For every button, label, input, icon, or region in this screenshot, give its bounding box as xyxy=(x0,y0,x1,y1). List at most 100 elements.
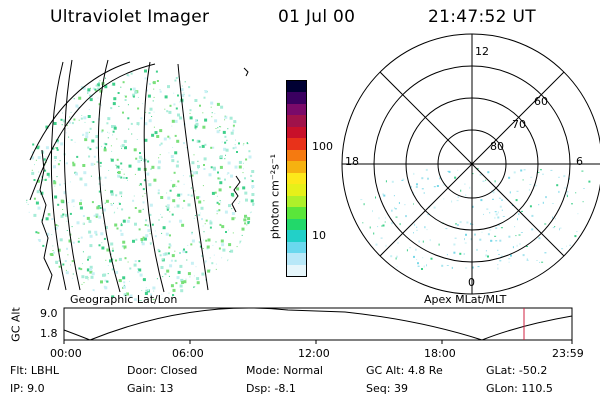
geo-speckle xyxy=(227,161,231,165)
geo-speckle xyxy=(115,194,118,197)
geo-parallel xyxy=(29,61,131,161)
polar-speckle xyxy=(464,238,465,241)
polar-speckle xyxy=(391,180,394,183)
geo-speckle xyxy=(224,115,226,117)
geo-speckle xyxy=(171,159,175,163)
geo-speckle xyxy=(142,201,145,204)
geo-speckle xyxy=(198,214,201,217)
geo-speckle xyxy=(76,221,80,225)
polar-speckle xyxy=(521,210,523,212)
geo-speckle xyxy=(168,137,171,140)
geo-speckle xyxy=(230,174,233,178)
geo-speckle xyxy=(183,248,185,251)
geo-speckle xyxy=(151,116,153,117)
geo-speckle xyxy=(111,295,115,299)
info-glon: GLon: 110.5 xyxy=(486,382,553,395)
polar-speckle xyxy=(498,197,501,199)
geo-speckle xyxy=(84,121,86,123)
geo-speckle xyxy=(119,280,122,282)
geo-speckle xyxy=(183,199,186,202)
geo-speckle xyxy=(95,215,98,218)
polar-speckle xyxy=(451,266,453,269)
geo-speckle xyxy=(65,271,69,275)
info-label: Door: xyxy=(127,364,157,377)
geo-speckle xyxy=(191,195,192,197)
geo-speckle xyxy=(217,127,219,129)
geo-speckle xyxy=(194,124,198,128)
geo-speckle xyxy=(170,284,174,288)
geo-speckle xyxy=(98,103,101,106)
polar-speckle xyxy=(509,191,511,194)
geo-speckle xyxy=(169,244,172,247)
info-value: -50.2 xyxy=(518,364,548,377)
polar-speckle xyxy=(516,190,519,192)
geo-speckle xyxy=(127,261,129,263)
geo-speckle xyxy=(112,82,116,86)
geo-speckle xyxy=(103,222,105,224)
polar-speckle xyxy=(363,203,365,206)
polar-speckle xyxy=(380,237,383,239)
geo-speckle xyxy=(247,221,251,225)
geo-speckle xyxy=(104,279,107,282)
geo-speckle xyxy=(233,127,235,129)
geo-speckle xyxy=(250,199,254,203)
geo-speckle xyxy=(71,226,73,228)
geo-speckle xyxy=(111,84,113,86)
polar-speckle xyxy=(487,255,489,258)
geo-speckle xyxy=(53,180,56,183)
geo-speckle xyxy=(82,133,85,136)
polar-speckle xyxy=(526,258,528,260)
geo-speckle xyxy=(52,250,54,251)
geo-speckle xyxy=(65,162,68,165)
geo-speckle xyxy=(175,185,177,187)
geo-speckle xyxy=(35,201,39,205)
colorbar-segment xyxy=(287,253,306,265)
geo-speckle xyxy=(79,177,83,181)
polar-speckle xyxy=(394,208,397,210)
geo-speckle xyxy=(176,276,180,280)
geo-speckle xyxy=(89,268,93,272)
polar-speckle xyxy=(427,214,430,216)
geo-speckle xyxy=(152,298,155,301)
geo-speckle xyxy=(173,92,175,94)
geo-speckle xyxy=(153,126,155,128)
geo-speckle xyxy=(224,135,227,138)
polar-speckle xyxy=(497,264,499,266)
geo-speckle xyxy=(147,180,149,182)
geo-speckle xyxy=(167,135,170,138)
geo-speckle xyxy=(147,229,151,233)
polar-speckle xyxy=(385,244,387,247)
geo-speckle xyxy=(157,189,160,192)
geo-speckle xyxy=(101,145,103,147)
geo-speckle xyxy=(181,85,183,87)
geo-speckle xyxy=(138,268,142,272)
polar-speckle xyxy=(577,213,579,215)
geo-speckle xyxy=(142,236,145,239)
polar-speckle xyxy=(413,255,415,258)
geo-speckle xyxy=(148,119,152,123)
geo-speckle xyxy=(80,236,83,239)
polar-speckle xyxy=(375,243,378,246)
polar-speckle xyxy=(404,204,406,206)
geo-speckle xyxy=(101,129,104,132)
geo-speckle xyxy=(111,258,114,261)
geo-speckle xyxy=(229,186,232,189)
colorbar-segment xyxy=(287,241,306,254)
geo-speckle xyxy=(166,206,170,210)
geo-speckle xyxy=(219,129,221,131)
polar-speckle xyxy=(530,176,533,178)
polar-speckle xyxy=(495,213,498,216)
geo-speckle xyxy=(232,124,235,127)
geo-speckle xyxy=(126,74,129,76)
polar-speckle xyxy=(463,253,465,255)
polar-speckle xyxy=(571,203,573,205)
geo-speckle xyxy=(93,155,96,158)
geo-speckle xyxy=(124,146,127,150)
geo-speckle xyxy=(98,81,100,84)
geo-speckle xyxy=(99,207,102,209)
geo-speckle xyxy=(77,106,80,109)
geo-speckle xyxy=(122,81,125,84)
geo-speckle xyxy=(42,178,44,180)
geo-speckle xyxy=(58,265,61,268)
geo-speckle xyxy=(79,206,83,210)
